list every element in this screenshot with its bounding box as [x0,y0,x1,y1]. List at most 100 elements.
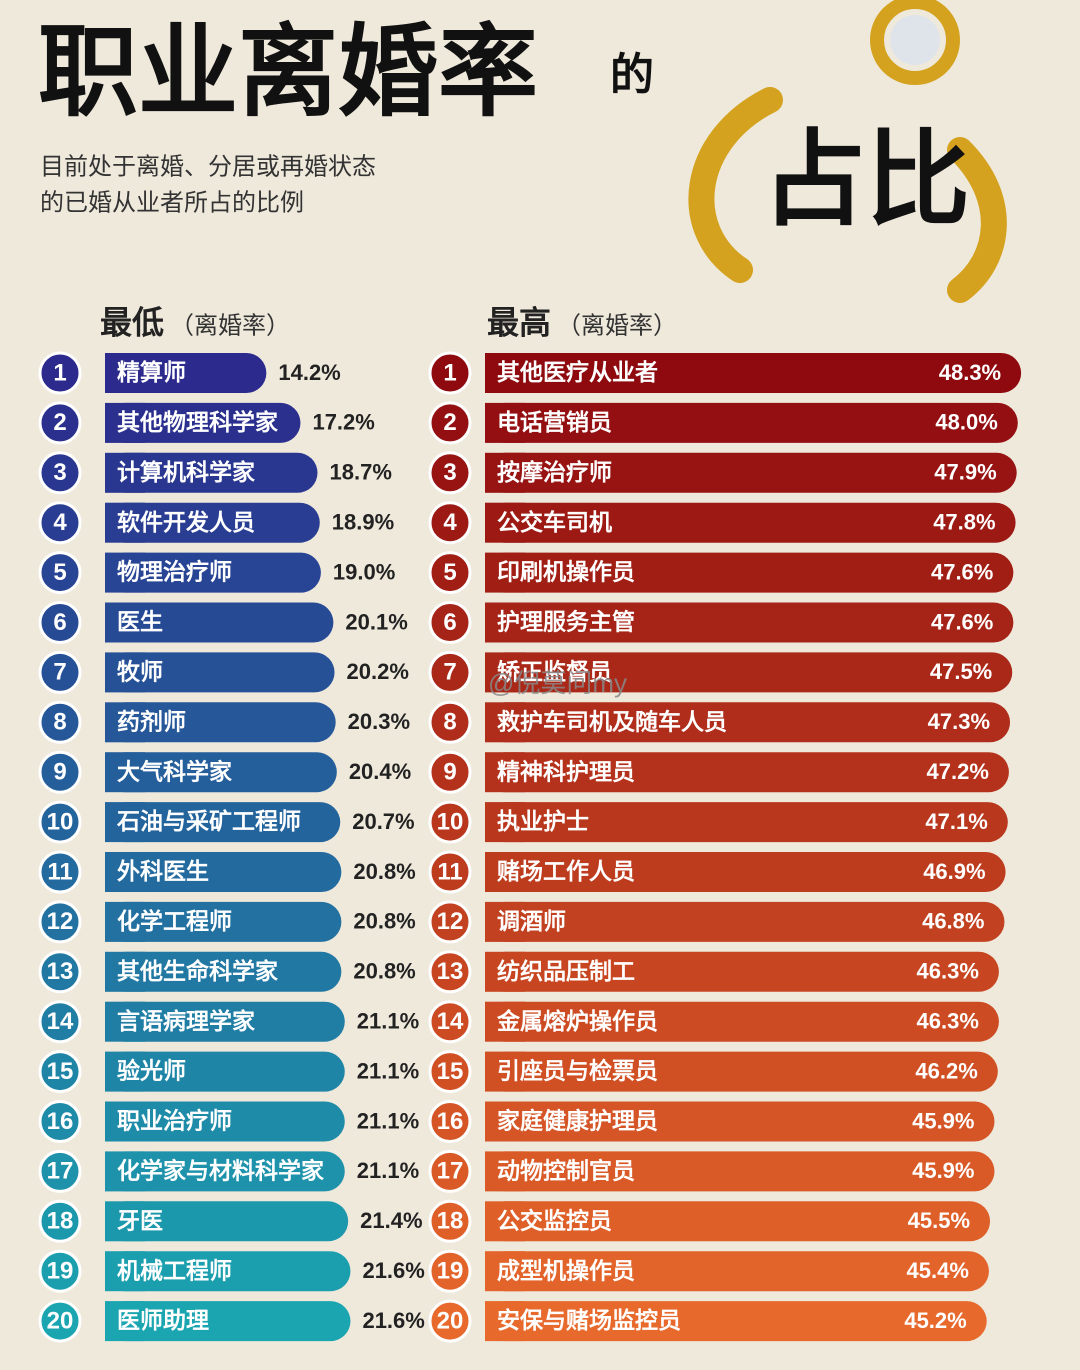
rank-badge [38,401,82,445]
bar-cap [105,502,145,543]
bar-cap [105,1001,145,1042]
category-label: 其他物理科学家 [117,409,278,435]
value-label: 21.1% [357,1108,419,1133]
rank-label: 4 [53,509,67,536]
bar [105,1251,351,1292]
bar-cap [485,502,525,543]
bar-cap [105,602,145,643]
bar-cap [105,652,145,693]
bar-cap [485,1101,525,1142]
chart-subtitle: （离婚率） [557,312,677,339]
bar-cap [485,1201,525,1242]
value-label: 47.8% [933,510,995,535]
bar [485,652,1013,693]
rank-badge [38,900,82,944]
bar-cap [485,752,525,793]
rank-badge [428,800,472,844]
subtitle: 目前处于离婚、分居或再婚状态 [40,153,376,180]
bar [105,1001,345,1042]
rank-badge [38,1000,82,1044]
category-label: 护理服务主管 [497,609,635,635]
rank-badge [38,351,82,395]
category-label: 外科医生 [117,858,209,884]
value-label: 18.7% [330,460,392,485]
bar-cap [105,1151,145,1192]
bar-cap [485,602,525,643]
rank-label: 5 [443,559,456,586]
bar [105,802,341,843]
value-label: 20.8% [353,959,415,984]
category-label: 纺织品压制工 [497,958,635,984]
rank-badge [38,950,82,994]
category-label: 其他生命科学家 [117,958,278,984]
bar-cap [105,852,145,892]
rank-badge [38,850,82,894]
bar [485,452,1017,493]
rank-badge [428,1050,472,1094]
rank-label: 2 [53,409,66,436]
rank-label: 19 [437,1258,464,1285]
category-label: 物理治疗师 [117,559,232,585]
value-label: 21.1% [357,1158,419,1183]
chart-subtitle: （离婚率） [170,312,290,339]
category-label: 验光师 [117,1058,186,1084]
rank-label: 1 [443,359,456,386]
category-label: 赌场工作人员 [497,858,635,884]
bar-cap [105,1201,145,1242]
watermark: @倪莫问my [488,668,627,698]
value-label: 20.1% [345,609,407,634]
category-label: 公交车司机 [497,509,612,535]
rank-badge [428,551,472,595]
rank-badge [428,1299,472,1343]
bar [485,552,1014,593]
category-label: 动物控制官员 [497,1157,635,1183]
bar-cap [485,802,525,843]
title: 职业离婚率 [38,16,538,128]
rank-badge [428,1149,472,1193]
rank-badge [38,551,82,595]
rank-badge [428,351,472,395]
rank-label: 15 [47,1058,74,1085]
rank-badge [38,1299,82,1343]
bar [105,652,335,693]
bar [105,1051,345,1092]
bar [105,752,337,793]
ring-arc [688,87,783,283]
value-label: 47.3% [928,709,990,734]
rank-badge [38,700,82,744]
rank-label: 13 [47,958,74,985]
rank-badge [38,501,82,545]
bar [105,353,267,393]
category-label: 计算机科学家 [117,459,255,485]
bar [485,752,1009,793]
value-label: 17.2% [312,410,374,435]
rank-label: 12 [47,908,74,935]
rank-label: 7 [443,659,456,686]
rank-label: 6 [53,609,66,636]
rank-label: 13 [437,958,464,985]
value-label: 18.9% [332,510,394,535]
rank-label: 14 [437,1008,464,1035]
rank-label: 20 [437,1307,464,1334]
value-label: 20.2% [347,659,409,684]
bar [485,852,1006,892]
bar-cap [105,702,145,743]
value-label: 21.6% [362,1258,424,1283]
bar [485,901,1005,942]
bar-cap [485,852,525,892]
rank-badge [428,1249,472,1293]
chart-title: 最高 [487,304,551,340]
rank-label: 9 [443,759,456,786]
rank-badge [428,1199,472,1243]
bar-cap [485,951,525,992]
value-label: 21.1% [357,1009,419,1034]
rank-badge [38,650,82,694]
rank-label: 3 [443,459,456,486]
rank-label: 11 [437,858,462,885]
category-label: 按摩治疗师 [497,459,612,485]
bar [105,552,321,593]
rank-badge [428,900,472,944]
category-label: 安保与赌场监控员 [497,1307,681,1333]
bar [105,852,342,892]
rank-badge [428,601,472,644]
